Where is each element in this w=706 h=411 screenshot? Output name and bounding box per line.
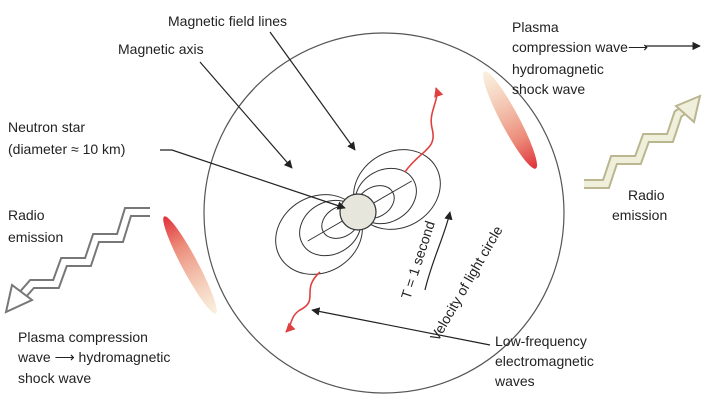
label: Plasma — [512, 19, 559, 35]
label: Magnetic field lines — [168, 13, 287, 29]
arrow — [199, 61, 293, 169]
label: Neutron star — [8, 119, 85, 135]
label: Magnetic axis — [118, 41, 204, 57]
arrow — [311, 307, 491, 346]
neutron-star — [339, 193, 377, 231]
label: shock wave — [18, 370, 91, 386]
plasma-wave — [163, 216, 217, 314]
arrow — [269, 31, 356, 151]
arrow — [160, 149, 346, 210]
label: T = 1 second — [398, 219, 438, 301]
label: wave ⟶ hydromagnetic — [17, 349, 170, 365]
label: (diameter ≈ 10 km) — [8, 141, 125, 157]
radio-wave — [285, 271, 321, 333]
rotation-arrow — [424, 211, 453, 291]
label: Low-frequency — [495, 333, 587, 349]
label: emission — [612, 207, 667, 223]
label: emission — [8, 229, 63, 245]
label: Velocity of light circle — [427, 223, 506, 344]
label: shock wave — [512, 81, 585, 97]
label: Radio — [8, 207, 45, 223]
label: waves — [494, 373, 535, 389]
radio-wave — [404, 87, 444, 173]
zigzag-left — [4, 207, 150, 314]
zigzag-right — [584, 94, 702, 189]
light-circle — [203, 32, 565, 394]
label: compression wave⟶ — [512, 39, 648, 55]
plasma-wave — [482, 71, 538, 169]
label: Plasma compression — [18, 329, 148, 345]
label: electromagnetic — [495, 353, 594, 369]
label: hydromagnetic — [512, 61, 604, 77]
label: Radio — [628, 187, 665, 203]
